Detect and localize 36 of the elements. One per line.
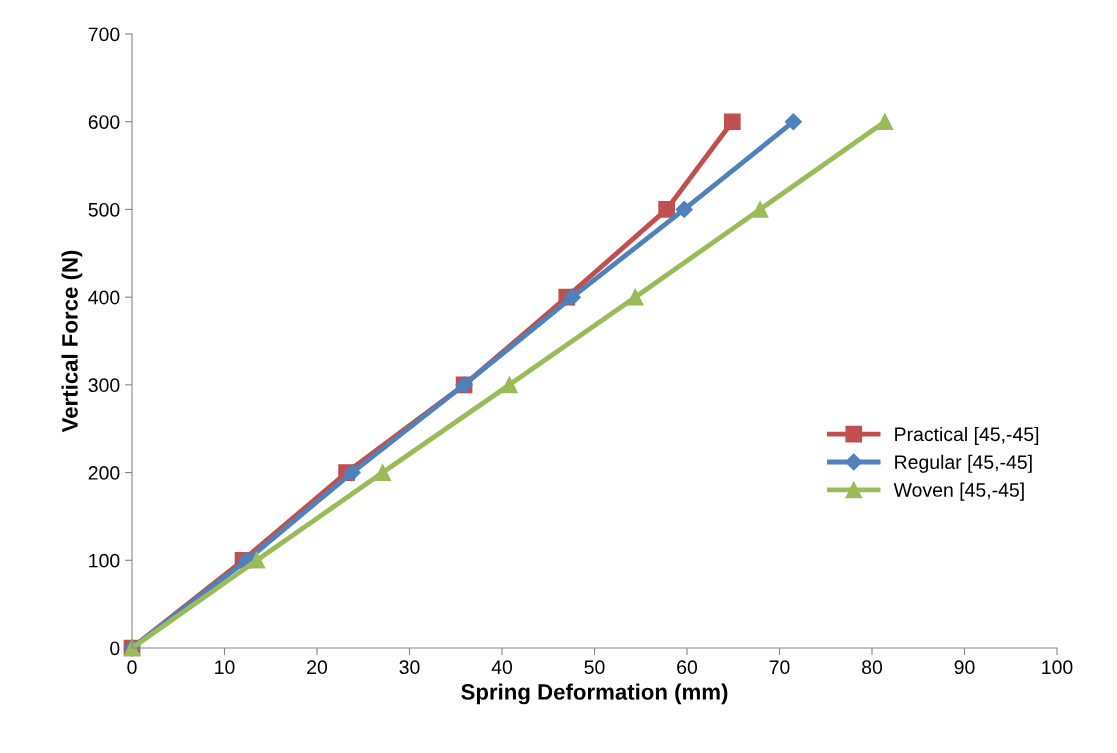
y-tick-label: 0 <box>110 641 120 656</box>
x-tick-label: 30 <box>399 660 420 675</box>
y-tick-label: 300 <box>88 378 120 393</box>
point <box>626 288 644 306</box>
point <box>501 376 518 394</box>
point <box>658 201 675 218</box>
point <box>751 201 769 218</box>
point <box>374 464 392 481</box>
y-tick-label: 700 <box>88 27 120 42</box>
point <box>675 200 693 218</box>
x-tick-label: 10 <box>215 660 235 675</box>
legend-label: Practical [45,-45] <box>895 426 1039 446</box>
x-axis-title: Spring Deformation (mm) <box>461 683 728 705</box>
x-tick-label: 70 <box>769 660 790 675</box>
x-tick-label: 100 <box>1042 660 1073 675</box>
point <box>563 288 581 306</box>
x-tick-label: 90 <box>954 660 975 675</box>
point <box>723 113 741 131</box>
point <box>876 113 894 131</box>
legend-label: Woven [45,-45] <box>893 482 1024 501</box>
point <box>343 464 361 482</box>
x-tick-label: 20 <box>307 660 328 675</box>
legend-label: Regular [45,-45] <box>895 454 1032 473</box>
y-tick-label: 100 <box>89 553 120 568</box>
x-tick-label: 80 <box>862 660 883 675</box>
y-tick-label: 500 <box>88 202 120 217</box>
point <box>784 113 802 131</box>
x-tick-label: 40 <box>491 660 513 675</box>
x-tick-label: 60 <box>677 660 698 675</box>
y-axis-title: Vertical Force (N) <box>61 250 83 433</box>
x-tick-label: 0 <box>127 660 137 675</box>
point <box>248 551 266 569</box>
y-tick-label: 400 <box>88 290 120 305</box>
y-tick-label: 200 <box>88 466 120 480</box>
x-tick-label: 50 <box>584 660 605 675</box>
y-tick-label: 600 <box>88 115 120 129</box>
